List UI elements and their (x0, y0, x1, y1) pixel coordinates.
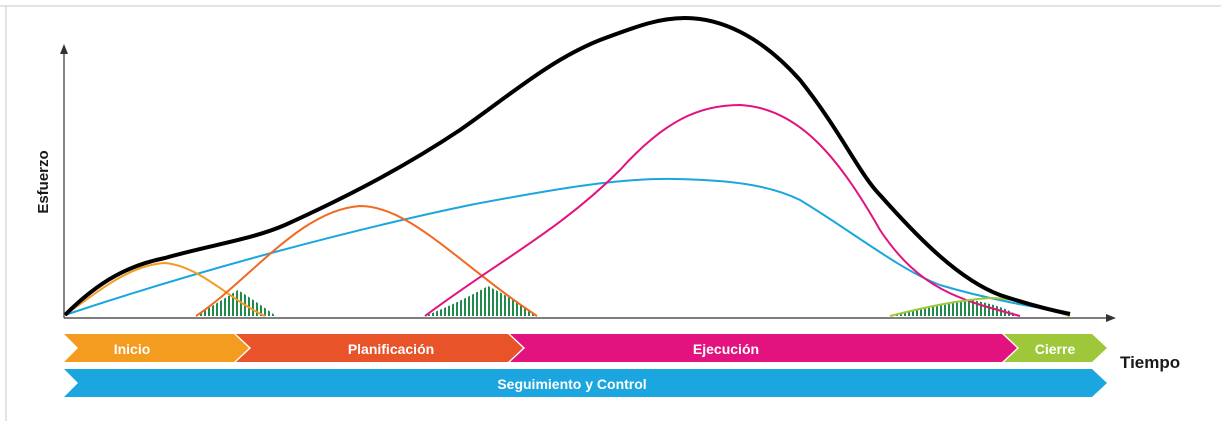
phase-arrows: Inicio Planificación Ejecución Cierre Se… (64, 334, 1107, 397)
curve-ejecucion (424, 103, 1021, 317)
phase-label-ejecucion: Ejecución (693, 341, 759, 357)
phase-label-inicio: Inicio (114, 341, 151, 357)
x-axis-label: Tiempo (1120, 353, 1180, 372)
overlap-planificacion-ejecucion (425, 286, 537, 316)
x-axis-arrowhead (1106, 314, 1116, 322)
phase-arrow-ejecucion (510, 334, 1017, 362)
phase-arrow-inicio (64, 334, 249, 362)
effort-curves (63, 15, 1071, 317)
phase-arrow-seguimiento-control (64, 369, 1107, 397)
overlap-areas (196, 286, 1018, 316)
curve-planificacion (195, 204, 538, 317)
y-axis-arrowhead (60, 44, 68, 54)
curve-inicio (64, 261, 266, 317)
phase-label-seguimiento-control: Seguimiento y Control (497, 376, 646, 392)
phase-label-planificacion: Planificación (348, 341, 434, 357)
overlap-ejecucion-cierre (890, 300, 1018, 316)
curve-total-effort (63, 15, 1071, 317)
curve-seguimiento-control (64, 177, 1071, 316)
phase-arrow-planificacion (236, 334, 523, 362)
overlap-inicio-planificacion (196, 290, 276, 316)
phase-label-cierre: Cierre (1035, 341, 1076, 357)
axes: Esfuerzo Tiempo (35, 44, 1180, 372)
phase-arrow-cierre (1004, 334, 1107, 362)
y-axis-label: Esfuerzo (35, 150, 52, 213)
